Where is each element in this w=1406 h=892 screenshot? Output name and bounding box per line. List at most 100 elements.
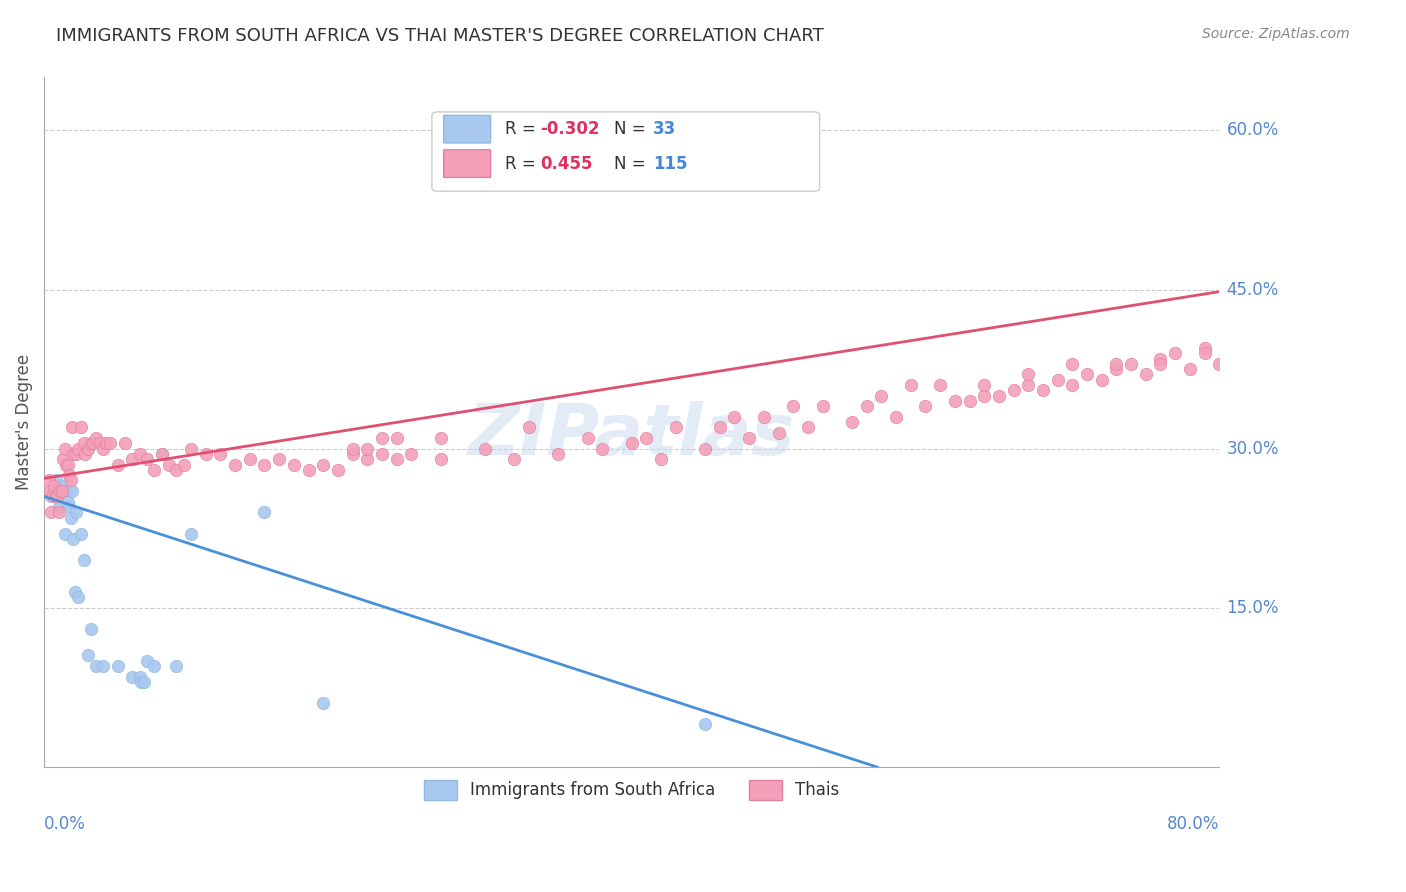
Point: [55, 484, 77, 499]
Point: [1046, 373, 1069, 387]
Point: [517, 420, 540, 434]
Point: [224, 458, 246, 472]
Point: [312, 458, 335, 472]
Text: -0.302: -0.302: [540, 120, 599, 138]
Point: [782, 399, 804, 413]
Point: [39, 484, 62, 499]
Point: [173, 458, 195, 472]
Point: [121, 452, 143, 467]
Text: ZIPatlas: ZIPatlas: [468, 401, 796, 470]
Point: [709, 420, 731, 434]
Point: [547, 447, 569, 461]
Point: [128, 447, 150, 461]
Point: [73, 436, 96, 450]
Point: [1149, 357, 1171, 371]
Point: [128, 670, 150, 684]
Point: [62, 447, 84, 461]
Point: [342, 447, 364, 461]
Point: [1164, 346, 1187, 360]
Point: [1017, 368, 1039, 382]
Point: [114, 436, 136, 450]
Text: IMMIGRANTS FROM SOUTH AFRICA VS THAI MASTER'S DEGREE CORRELATION CHART: IMMIGRANTS FROM SOUTH AFRICA VS THAI MAS…: [56, 27, 824, 45]
Point: [269, 452, 291, 467]
Point: [150, 447, 173, 461]
Point: [884, 409, 907, 424]
Point: [51, 484, 73, 499]
Point: [53, 442, 76, 456]
Point: [1076, 368, 1098, 382]
Point: [53, 526, 76, 541]
Point: [91, 659, 114, 673]
Point: [1105, 362, 1128, 376]
Point: [1178, 362, 1201, 376]
Point: [401, 447, 423, 461]
Text: R =: R =: [505, 120, 541, 138]
Point: [385, 452, 408, 467]
Point: [77, 648, 100, 663]
Point: [143, 463, 166, 477]
Point: [69, 420, 91, 434]
Point: [65, 505, 87, 519]
Point: [82, 436, 104, 450]
Point: [59, 510, 82, 524]
Point: [797, 420, 820, 434]
Point: [356, 452, 378, 467]
Text: 15.0%: 15.0%: [1226, 599, 1279, 616]
Point: [1194, 341, 1216, 355]
Point: [89, 436, 111, 450]
Point: [870, 389, 893, 403]
Point: [1002, 384, 1025, 398]
Point: [180, 526, 202, 541]
Point: [63, 585, 86, 599]
Point: [253, 458, 276, 472]
Point: [297, 463, 319, 477]
Point: [129, 675, 152, 690]
Point: [98, 436, 121, 450]
Point: [73, 553, 96, 567]
Point: [914, 399, 936, 413]
Point: [811, 399, 834, 413]
Point: [209, 447, 232, 461]
Point: [165, 659, 187, 673]
Point: [80, 436, 103, 450]
Point: [665, 420, 688, 434]
Point: [253, 505, 276, 519]
Point: [371, 447, 394, 461]
FancyBboxPatch shape: [432, 112, 820, 191]
Point: [576, 431, 599, 445]
Point: [636, 431, 658, 445]
Point: [900, 378, 922, 392]
Point: [66, 590, 89, 604]
Text: 0.455: 0.455: [540, 154, 592, 173]
Point: [69, 526, 91, 541]
Point: [693, 717, 716, 731]
Point: [929, 378, 952, 392]
Point: [157, 458, 180, 472]
Point: [1194, 346, 1216, 360]
Point: [55, 458, 77, 472]
Point: [56, 494, 79, 508]
Point: [45, 474, 67, 488]
Point: [94, 436, 117, 450]
Point: [136, 654, 159, 668]
Point: [180, 442, 202, 456]
Point: [752, 409, 775, 424]
Point: [1062, 357, 1084, 371]
Point: [60, 484, 83, 499]
Point: [84, 659, 107, 673]
Text: N =: N =: [614, 120, 651, 138]
Point: [77, 442, 100, 456]
Point: [84, 431, 107, 445]
Point: [41, 505, 63, 519]
Point: [1208, 357, 1230, 371]
Point: [75, 447, 97, 461]
Point: [59, 474, 82, 488]
Point: [132, 675, 155, 690]
Y-axis label: Master's Degree: Master's Degree: [15, 354, 32, 491]
Point: [429, 452, 451, 467]
Point: [385, 431, 408, 445]
Text: 33: 33: [652, 120, 676, 138]
Text: 45.0%: 45.0%: [1226, 281, 1279, 299]
Point: [342, 442, 364, 456]
Point: [239, 452, 262, 467]
